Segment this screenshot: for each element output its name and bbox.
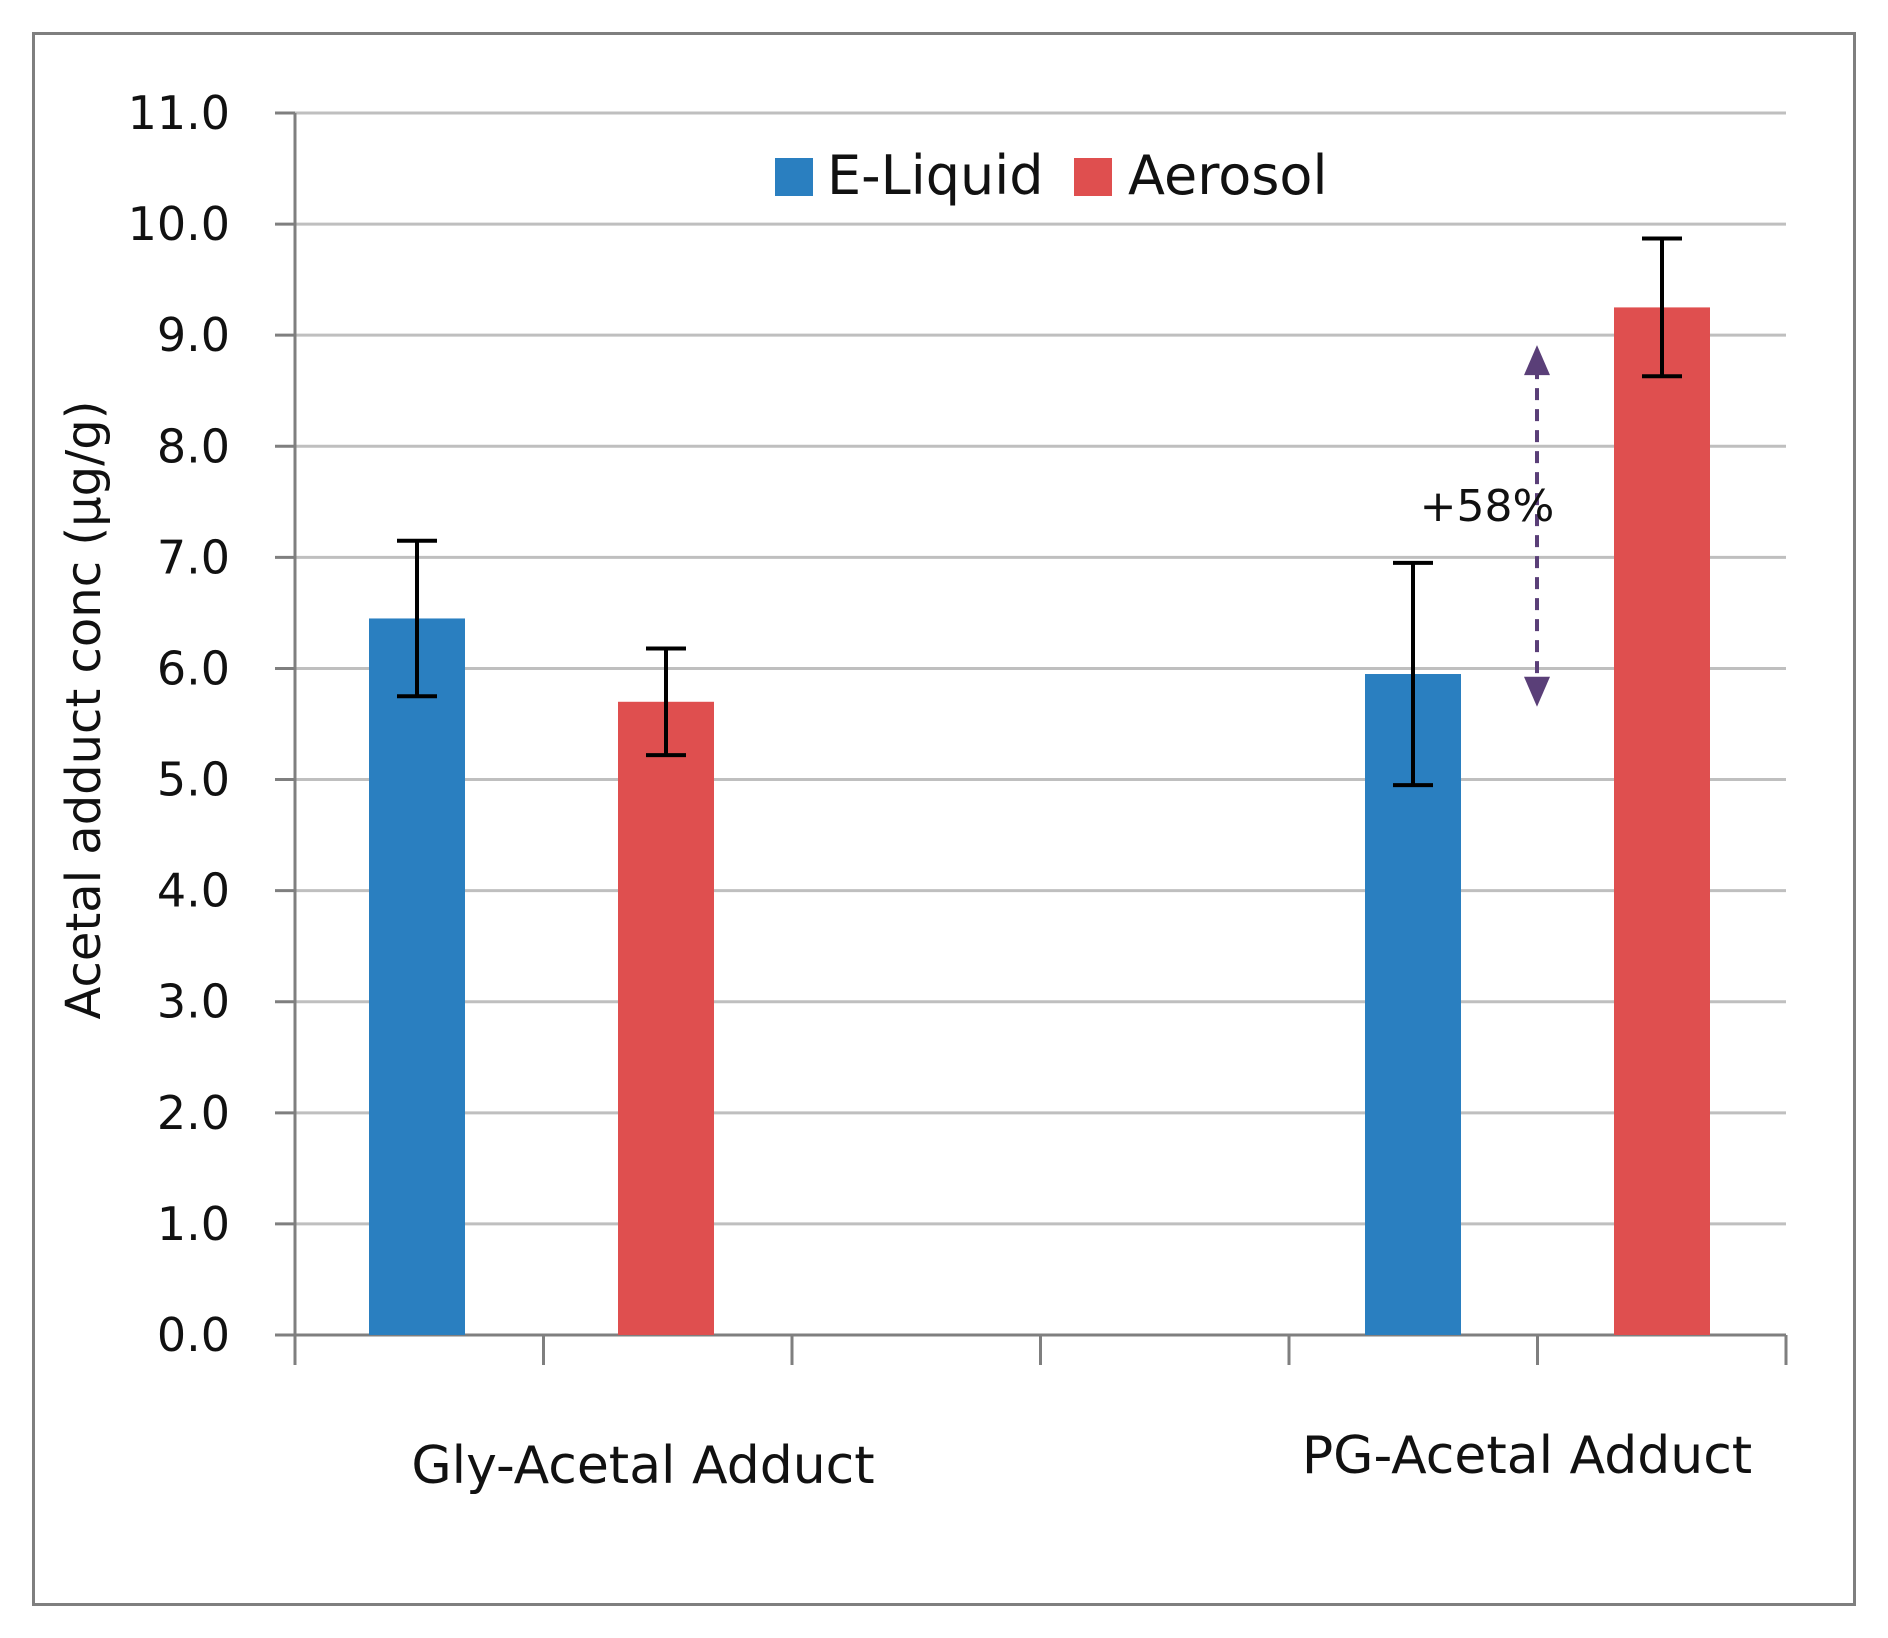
y-tick-label: 2.0 [157,1086,230,1140]
y-tick-label: 7.0 [157,530,230,584]
chart-frame [32,32,1856,1606]
y-tick-label: 5.0 [157,753,230,807]
x-category-label: PG-Acetal Adduct [1302,1426,1752,1486]
gridlines [295,111,1786,1226]
y-tick-label: 0.0 [157,1308,230,1362]
error-bars [397,236,1682,788]
bars [369,307,1710,1336]
legend-swatch-aerosol [1074,158,1112,196]
y-tick-label: 3.0 [157,975,230,1029]
arrowhead-up-icon [1524,345,1550,376]
legend-swatch-e-liquid [775,158,813,196]
annotation-label: +58% [1420,481,1555,532]
axes [275,111,1788,1365]
y-tick-labels: 0.0 1.0 2.0 3.0 4.0 5.0 6.0 7.0 8.0 9.0 10.0 11.0 [128,86,230,1362]
bar-e-liquid-1 [369,618,465,1335]
y-tick-label: 8.0 [157,419,230,473]
legend-label: E-Liquid [827,144,1043,207]
y-tick-label: 6.0 [157,641,230,695]
legend-label: Aerosol [1128,144,1327,207]
x-category-label: Gly-Acetal Adduct [411,1436,874,1496]
y-axis-title: Acetal adduct conc (µg/g) [56,401,112,1020]
bar-aerosol-1 [618,701,714,1335]
arrowhead-down-icon [1524,676,1550,707]
y-tick-label: 10.0 [128,197,230,251]
bar-aerosol-2 [1614,307,1710,1336]
y-tick-label: 9.0 [157,308,230,362]
annotations: +58% [1420,345,1555,707]
x-category-labels: Gly-Acetal Adduct PG-Acetal Adduct [411,1426,1752,1496]
y-tick-label: 11.0 [128,86,230,140]
legend: E-Liquid Aerosol [775,144,1327,207]
y-tick-label: 1.0 [157,1197,230,1251]
y-tick-label: 4.0 [157,864,230,918]
